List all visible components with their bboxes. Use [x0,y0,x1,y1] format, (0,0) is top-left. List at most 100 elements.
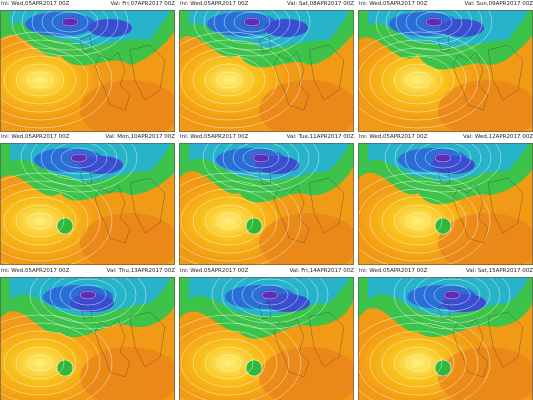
isobar [425,17,443,27]
isobar [3,338,77,388]
isobar [232,143,290,175]
isobar [179,322,290,400]
isobar [394,143,492,187]
isobar [405,71,431,89]
panel-header: Ini: Wed,05APR2017 00Z Val: Fri,07APR2017… [1,0,175,9]
map-frame [179,143,354,265]
isobar [41,10,99,39]
isobar [39,277,137,324]
isobar [358,39,479,121]
isobar [180,330,278,396]
isobar [69,284,107,306]
forecast-panel: Ini: Wed,05APR2017 00Z Val: Tue,11APR2017… [179,133,354,265]
warm-area [259,80,354,132]
isobar [221,277,319,324]
isobar [424,147,462,169]
warm-area [80,80,175,132]
cut-off-low [434,217,452,235]
isobar [192,338,266,388]
low-core [440,19,484,37]
isobar [30,143,128,187]
init-time: Ini: Wed,05APR2017 00Z [1,134,70,140]
valid-time: Val: Tue,11APR2017 00Z [286,134,354,140]
isobar [20,143,138,193]
isobar [179,39,290,121]
weather-map [358,143,533,265]
map-frame [0,10,175,132]
isobar [369,47,467,113]
init-time: Ini: Wed,05APR2017 00Z [359,134,428,140]
cut-off-low [245,217,263,235]
map-frame [0,143,175,265]
isobar [405,212,431,230]
isobar [51,11,89,33]
isobar [414,143,472,175]
isobar [27,354,53,372]
isobar [40,143,118,181]
warm-area [438,347,533,400]
isobar [0,322,101,400]
coastline [79,167,166,244]
isobar [59,278,117,312]
isobar [192,196,266,246]
isobar [179,314,302,400]
weather-map [358,277,533,400]
coastline [79,34,166,111]
isobar [434,153,452,163]
panel-header: Ini: Wed,05APR2017 00Z Val: Mon,10APR2017… [1,133,175,142]
weather-map [358,10,533,132]
isobar [0,188,89,254]
isobar [405,354,431,372]
low-center [425,17,443,27]
coastline [79,301,166,378]
low-center [61,17,79,27]
isobar [3,196,77,246]
low-center [261,290,279,300]
low-center [79,290,97,300]
valid-time: Val: Wed,12APR2017 00Z [463,134,533,140]
low-center [70,153,88,163]
forecast-panel: Ini: Wed,05APR2017 00Z Val: Mon,10APR2017… [0,133,175,265]
isobar [415,11,453,33]
init-time: Ini: Wed,05APR2017 00Z [1,1,70,7]
init-time: Ini: Wed,05APR2017 00Z [359,268,428,274]
isobar [243,17,261,27]
isobar [212,143,310,187]
panel-header: Ini: Wed,05APR2017 00Z Val: Fri,14APR2017… [180,267,354,276]
forecast-panel: Ini: Wed,05APR2017 00Z Val: Wed,12APR2017… [358,133,533,265]
isobar [0,47,89,113]
isobar [358,172,491,265]
isobar [180,188,278,254]
isobar [193,10,311,57]
low-core [266,294,310,312]
map-frame [179,10,354,132]
panel-header: Ini: Wed,05APR2017 00Z Val: Tue,11APR2017… [180,133,354,142]
isobar [433,284,471,306]
isobar [261,290,279,300]
low-center [243,17,261,27]
isobar [60,147,98,169]
map-frame [0,277,175,400]
isobar [358,322,479,400]
isobar [179,180,290,262]
isobar [369,330,467,396]
warm-area [259,347,354,400]
isobar [202,143,320,193]
isobar [204,204,254,238]
panel-header: Ini: Wed,05APR2017 00Z Val: Sat,08APR2017… [180,0,354,9]
isobar [0,314,113,400]
isobar [29,277,147,330]
isobar [216,212,242,230]
isobar [0,330,89,396]
warm-area [80,213,175,265]
init-time: Ini: Wed,05APR2017 00Z [359,1,428,7]
isobar [252,153,270,163]
coastline [437,167,524,244]
isobar [393,346,443,380]
isobar [393,204,443,238]
isobar [211,277,329,330]
isobar [179,172,302,265]
isobar [0,172,113,265]
isobar [405,10,463,39]
